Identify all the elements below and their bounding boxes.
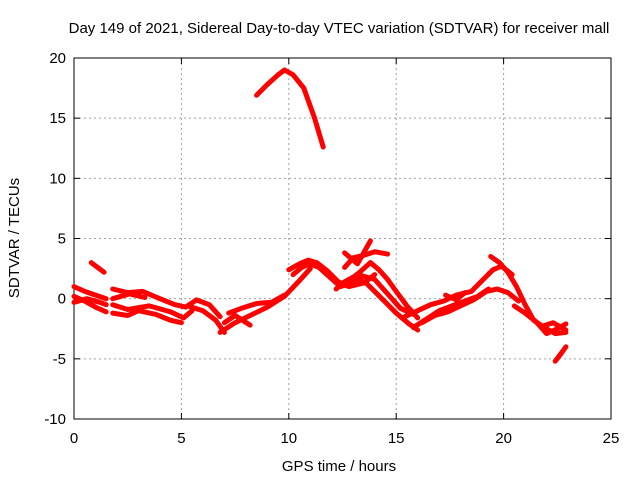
- series-line-track-26: [539, 320, 569, 333]
- series-line-track-19: [342, 238, 373, 267]
- series-line-track-12: [221, 313, 253, 328]
- y-tick-label: 5: [58, 231, 66, 248]
- x-tick-label: 25: [603, 430, 620, 447]
- data-series: [71, 67, 569, 364]
- x-tick-label: 15: [388, 430, 405, 447]
- series-line-track-8: [110, 291, 148, 302]
- series-line-track-15: [290, 261, 416, 317]
- series-line-track-22: [419, 286, 522, 326]
- series-line-track-11: [226, 292, 287, 316]
- series-line-track-10: [217, 266, 313, 335]
- y-tick-label: 0: [58, 291, 66, 308]
- x-tick-label: 10: [280, 430, 297, 447]
- x-tick-label: 20: [495, 430, 512, 447]
- y-axis-label: SDTVAR / TECUs: [6, 178, 23, 298]
- series-line-track-9: [185, 303, 227, 335]
- y-tick-label: 10: [49, 170, 66, 187]
- series-line-track-14: [286, 257, 378, 290]
- series-line-track-1: [71, 284, 109, 302]
- series-line-track-17: [346, 260, 421, 321]
- series-line-track-7: [110, 308, 184, 326]
- axis-ticks: 0 5 10 15 20 25 -10 -5 0 5 10 15 20: [44, 50, 619, 447]
- series-line-track-13: [254, 67, 326, 150]
- series-line-track-23: [443, 290, 468, 303]
- series-line-track-25: [511, 303, 569, 337]
- x-tick-label: 0: [70, 430, 78, 447]
- y-tick-label: -10: [44, 411, 66, 428]
- y-tick-label: 15: [49, 110, 66, 127]
- x-axis-label: GPS time / hours: [282, 458, 396, 475]
- y-tick-label: -5: [53, 351, 66, 368]
- x-tick-label: 5: [177, 430, 185, 447]
- series-line-track-27: [552, 344, 569, 364]
- grid-lines: [74, 58, 611, 419]
- series-line-track-6: [110, 302, 195, 321]
- series-line-track-4: [88, 260, 107, 275]
- y-tick-label: 20: [49, 50, 66, 67]
- series-line-track-3: [71, 296, 109, 308]
- chart-title: Day 149 of 2021, Sidereal Day-to-day VTE…: [69, 20, 610, 37]
